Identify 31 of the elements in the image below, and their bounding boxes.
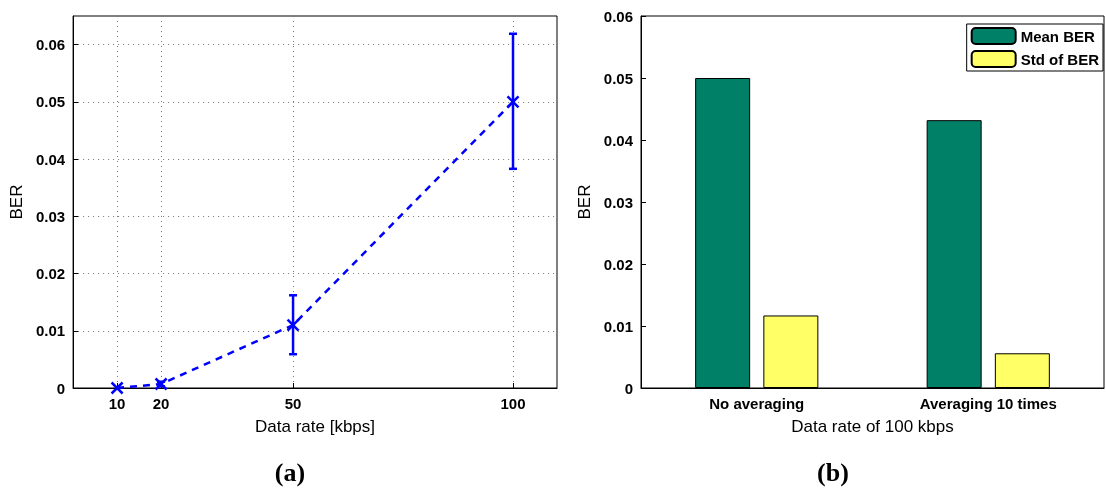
y-axis-title: BER bbox=[574, 184, 594, 220]
y-tick-label: 0.04 bbox=[35, 150, 66, 168]
text: (a) bbox=[273, 458, 307, 488]
y-tick-label: 0.03 bbox=[603, 193, 633, 211]
text: (b) bbox=[816, 458, 850, 488]
y-tick-label: 0.06 bbox=[603, 7, 633, 25]
y-tick-label: 0 bbox=[624, 379, 633, 397]
x-tick-label: 50 bbox=[284, 395, 302, 412]
y-tick-label: 0.06 bbox=[35, 36, 66, 54]
y-tick-label: 0.02 bbox=[35, 265, 66, 283]
legend-label: Mean BER bbox=[1020, 27, 1096, 45]
y-tick-label: 0.01 bbox=[35, 322, 66, 340]
y-tick-label: 0.04 bbox=[603, 131, 634, 149]
y-tick-label: 0 bbox=[56, 379, 66, 397]
x-tick-label: 100 bbox=[500, 395, 526, 412]
y-axis-title: BER bbox=[7, 184, 26, 220]
x-tick-label: 10 bbox=[108, 395, 126, 412]
point bbox=[506, 95, 520, 109]
x-tick-label: 20 bbox=[152, 395, 170, 412]
y-tick-label: 0.01 bbox=[603, 317, 633, 335]
legend-label: Std of BER bbox=[1020, 50, 1100, 68]
y-tick-label: 0.03 bbox=[35, 207, 66, 225]
x-tick-label: No averaging bbox=[709, 395, 805, 412]
y-tick-label: 0.05 bbox=[35, 93, 66, 111]
point bbox=[110, 381, 124, 395]
x-axis-title: Data rate of 100 kbps bbox=[791, 417, 954, 436]
x-axis-title: Data rate [kbps] bbox=[255, 417, 376, 436]
point bbox=[286, 318, 300, 332]
x-tick-label: Averaging 10 times bbox=[919, 395, 1057, 412]
y-tick-label: 0.02 bbox=[603, 255, 633, 273]
y-tick-label: 0.05 bbox=[603, 69, 633, 87]
